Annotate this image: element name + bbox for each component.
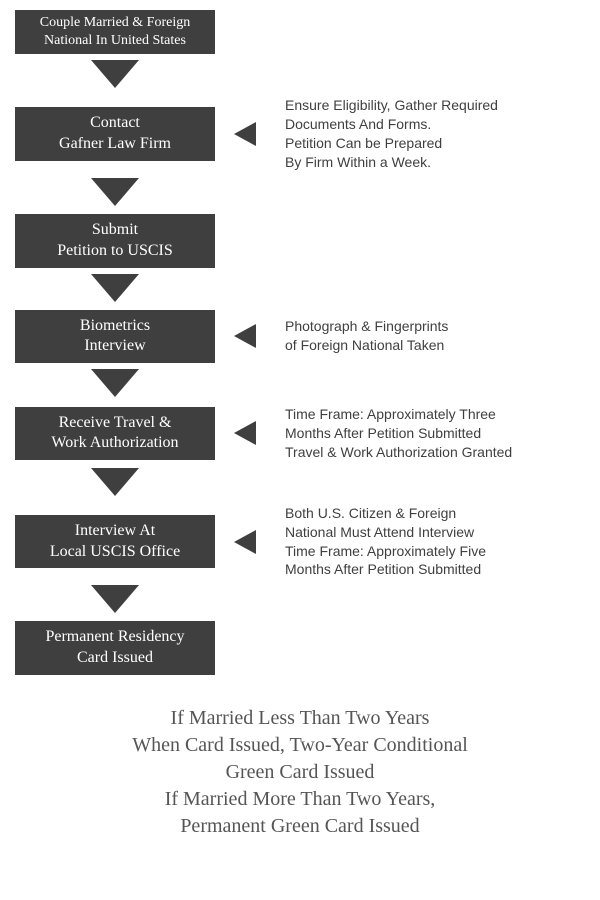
step-line2: Gafner Law Firm [59, 135, 171, 152]
chevron-down-icon [91, 60, 139, 88]
step-row-5: Interview At Local USCIS Office Both U.S… [15, 504, 585, 580]
chevron-down-icon [91, 274, 139, 302]
step-line1: Interview At [75, 522, 155, 539]
bottom-note: If Married Less Than Two YearsWhen Card … [15, 705, 585, 840]
down-arrow-wrap [15, 54, 215, 96]
step-box: Contact Gafner Law Firm [15, 107, 215, 161]
down-arrow-wrap [15, 363, 215, 405]
chevron-down-icon [91, 468, 139, 496]
step-box: Permanent Residency Card Issued [15, 621, 215, 675]
down-arrow-wrap [15, 579, 215, 621]
step-box: Submit Petition to USCIS [15, 214, 215, 268]
step-line2: Card Issued [77, 649, 153, 666]
side-arrow-wrap [215, 122, 275, 146]
chevron-left-icon [234, 324, 256, 348]
step-line1: Couple Married & Foreign [40, 15, 190, 30]
flowchart: Couple Married & Foreign National In Uni… [15, 10, 585, 675]
step-row-6: Permanent Residency Card Issued [15, 621, 585, 675]
step-row-1: Contact Gafner Law Firm Ensure Eligibili… [15, 96, 585, 172]
step-row-0: Couple Married & Foreign National In Uni… [15, 10, 585, 54]
step-line1: Submit [92, 221, 138, 238]
step-box: Interview At Local USCIS Office [15, 515, 215, 569]
step-line2: National In United States [44, 33, 186, 48]
chevron-down-icon [91, 585, 139, 613]
down-arrow-wrap [15, 172, 215, 214]
chevron-left-icon [234, 122, 256, 146]
side-arrow-wrap [215, 324, 275, 348]
step-row-4: Receive Travel & Work Authorization Time… [15, 405, 585, 462]
step-annotation: Time Frame: Approximately ThreeMonths Af… [275, 405, 585, 462]
down-arrow-wrap [15, 268, 215, 310]
step-line2: Interview [84, 337, 145, 354]
chevron-left-icon [234, 421, 256, 445]
chevron-left-icon [234, 530, 256, 554]
step-row-2: Submit Petition to USCIS [15, 214, 585, 268]
step-line2: Work Authorization [51, 434, 178, 451]
step-box: Receive Travel & Work Authorization [15, 407, 215, 461]
step-line1: Permanent Residency [45, 628, 184, 645]
step-annotation: Photograph & Fingerprintsof Foreign Nati… [275, 317, 585, 355]
step-line2: Local USCIS Office [50, 543, 180, 560]
chevron-down-icon [91, 178, 139, 206]
side-arrow-wrap [215, 530, 275, 554]
step-box: Couple Married & Foreign National In Uni… [15, 10, 215, 54]
side-arrow-wrap [215, 421, 275, 445]
step-row-3: Biometrics Interview Photograph & Finger… [15, 310, 585, 364]
step-box: Biometrics Interview [15, 310, 215, 364]
step-line1: Contact [90, 114, 140, 131]
step-line1: Biometrics [80, 317, 150, 334]
chevron-down-icon [91, 369, 139, 397]
step-line2: Petition to USCIS [57, 242, 173, 259]
step-line1: Receive Travel & [59, 414, 172, 431]
step-annotation: Both U.S. Citizen & ForeignNational Must… [275, 504, 585, 580]
down-arrow-wrap [15, 462, 215, 504]
step-annotation: Ensure Eligibility, Gather RequiredDocum… [275, 96, 585, 172]
